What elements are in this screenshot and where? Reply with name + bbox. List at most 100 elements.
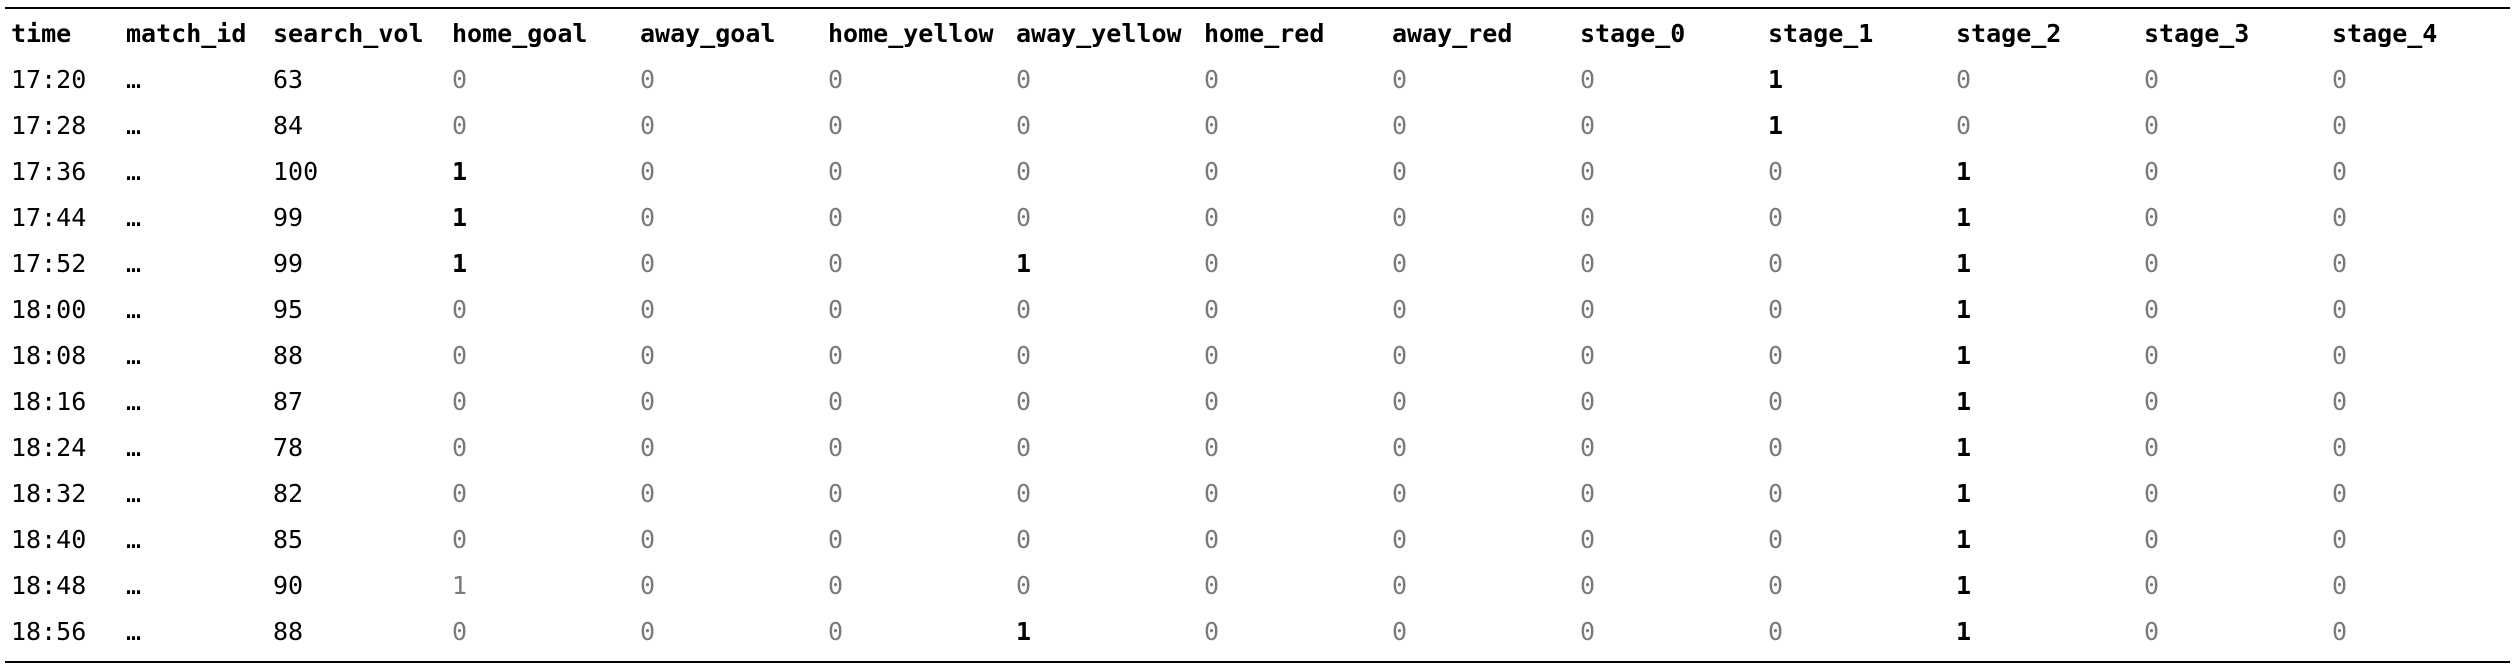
cell-away-goal: 0 [640,340,656,370]
cell-stage-1: 1 [1768,110,1784,140]
cell-match-id: … [126,478,142,508]
cell-away-red: 0 [1392,156,1408,186]
cell-home-yellow: 0 [828,524,844,554]
column-header-stage-3: stage_3 [2144,18,2250,48]
table-row: 17:36… 100 1 0 0 0 0 0 0 0 1 0 0 [11,148,2437,194]
cell-stage-1: 0 [1768,616,1784,646]
table-bottom-rule [5,661,2510,663]
data-table: time match_id search_vol home_goal away_goal… [11,11,2437,654]
cell-away-yellow: 1 [1016,248,1032,278]
column-header-home-yellow: home_yellow [828,18,994,48]
cell-stage-3: 0 [2144,570,2160,600]
cell-home-red: 0 [1204,248,1220,278]
cell-home-yellow: 0 [828,478,844,508]
cell-home-yellow: 0 [828,156,844,186]
cell-home-yellow: 0 [828,616,844,646]
cell-stage-2: 1 [1956,294,1972,324]
cell-time: 18:48 [11,570,87,600]
cell-home-goal: 1 [452,202,468,232]
cell-stage-2: 1 [1956,616,1972,646]
cell-home-red: 0 [1204,294,1220,324]
column-header-time: time [11,18,72,48]
cell-match-id: … [126,340,142,370]
cell-stage-2: 1 [1956,570,1972,600]
cell-away-yellow: 0 [1016,432,1032,462]
cell-stage-1: 0 [1768,248,1784,278]
cell-away-red: 0 [1392,432,1408,462]
cell-stage-3: 0 [2144,294,2160,324]
column-header-away-goal: away_goal [640,18,776,48]
cell-stage-4: 0 [2332,386,2348,416]
column-header-home-goal: home_goal [452,18,588,48]
column-header-match-id: match_id [126,18,247,48]
cell-stage-3: 0 [2144,616,2160,646]
cell-away-goal: 0 [640,248,656,278]
table-row: 18:24 … 78 0 0 0 0 0 0 0 0 1 0 0 [11,424,2437,470]
cell-away-red: 0 [1392,478,1408,508]
cell-home-goal: 1 [452,248,468,278]
cell-away-yellow: 0 [1016,294,1032,324]
column-header-away-red: away_red [1392,18,1513,48]
table-top-rule [5,7,2510,9]
cell-match-id: … [126,616,142,646]
cell-match-id: … [126,432,142,462]
cell-home-yellow: 0 [828,432,844,462]
column-header-stage-0: stage_0 [1580,18,1686,48]
cell-stage-4: 0 [2332,156,2348,186]
cell-stage-3: 0 [2144,156,2160,186]
cell-time: 18:16 [11,386,87,416]
cell-stage-3: 0 [2144,340,2160,370]
cell-stage-1: 1 [1768,64,1784,94]
cell-away-red: 0 [1392,570,1408,600]
cell-away-red: 0 [1392,340,1408,370]
column-header-stage-1: stage_1 [1768,18,1874,48]
cell-stage-2: 1 [1956,156,1972,186]
cell-stage-3: 0 [2144,432,2160,462]
cell-match-id: … [126,202,142,232]
cell-away-goal: 0 [640,386,656,416]
cell-home-red: 0 [1204,64,1220,94]
cell-away-yellow: 0 [1016,386,1032,416]
cell-away-goal: 0 [640,478,656,508]
cell-home-yellow: 0 [828,202,844,232]
cell-stage-4: 0 [2332,570,2348,600]
cell-away-yellow: 1 [1016,616,1032,646]
column-header-home-red: home_red [1204,18,1325,48]
cell-away-yellow: 0 [1016,570,1032,600]
cell-stage-4: 0 [2332,478,2348,508]
cell-home-red: 0 [1204,386,1220,416]
cell-away-goal: 0 [640,294,656,324]
cell-home-goal: 0 [452,616,468,646]
table-row: 18:40 … 85 0 0 0 0 0 0 0 0 1 0 0 [11,516,2437,562]
cell-time: 18:32 [11,478,87,508]
cell-match-id: … [126,64,142,94]
cell-stage-0: 0 [1580,64,1596,94]
cell-away-goal: 0 [640,432,656,462]
cell-stage-3: 0 [2144,478,2160,508]
cell-home-goal: 0 [452,110,468,140]
cell-away-red: 0 [1392,248,1408,278]
cell-stage-1: 0 [1768,202,1784,232]
table-body: 17:20… 63 0 0 0 0 0 0 0 1 0 0 0 17:28… 84 0 0 0 0 0 0 0 1 0 0 0 17… [11,56,2437,654]
cell-away-red: 0 [1392,386,1408,416]
cell-stage-0: 0 [1580,110,1596,140]
cell-away-yellow: 0 [1016,340,1032,370]
cell-away-goal: 0 [640,524,656,554]
cell-stage-0: 0 [1580,478,1596,508]
cell-stage-0: 0 [1580,156,1596,186]
cell-stage-2: 1 [1956,340,1972,370]
cell-match-id: … [126,524,142,554]
cell-search-vol: 90 [273,570,304,600]
cell-home-red: 0 [1204,478,1220,508]
cell-home-goal: 1 [452,156,468,186]
column-header-away-yellow: away_yellow [1016,18,1182,48]
cell-stage-0: 0 [1580,570,1596,600]
cell-stage-3: 0 [2144,64,2160,94]
cell-away-goal: 0 [640,64,656,94]
cell-stage-1: 0 [1768,340,1784,370]
cell-search-vol: 95 [273,294,304,324]
cell-search-vol: 100 [273,156,319,186]
cell-stage-4: 0 [2332,248,2348,278]
cell-home-goal: 0 [452,386,468,416]
table-row: 17:20 … 63 0 0 0 0 0 0 0 1 0 0 0 [11,56,2437,102]
